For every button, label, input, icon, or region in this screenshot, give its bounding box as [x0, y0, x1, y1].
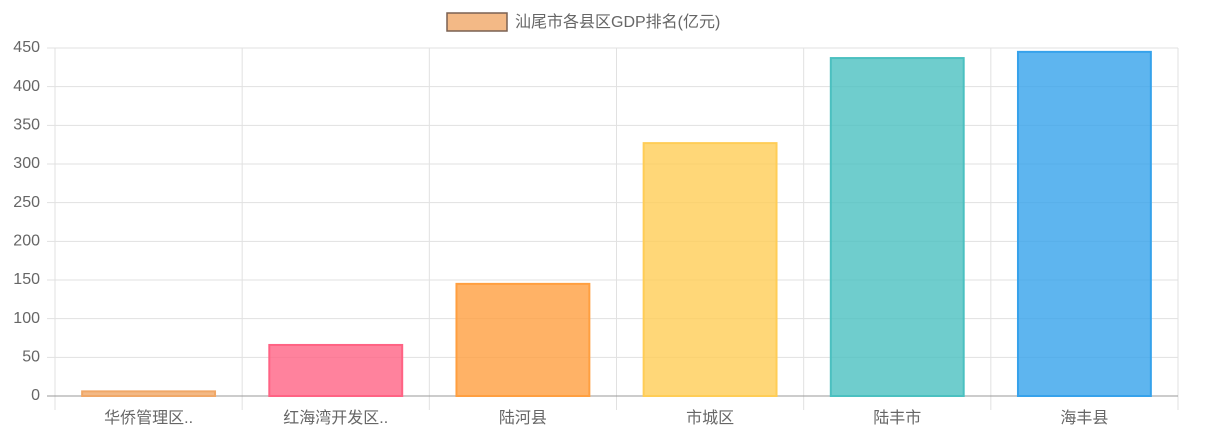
- bar: [455, 282, 591, 397]
- legend-swatch: [446, 12, 508, 32]
- x-tick-label: 陆河县: [499, 409, 547, 427]
- x-tick-label: 市城区: [686, 409, 734, 427]
- bar: [268, 343, 404, 397]
- y-tick-label: 100: [13, 310, 40, 327]
- y-tick-label: 400: [13, 78, 40, 95]
- y-tick-label: 300: [13, 155, 40, 172]
- bar: [1016, 50, 1152, 397]
- y-tick-label: 350: [13, 117, 40, 134]
- bar: [642, 142, 778, 397]
- x-tick-label: 陆丰市: [873, 409, 921, 427]
- y-tick-label: 150: [13, 271, 40, 288]
- y-tick-label: 250: [13, 194, 40, 211]
- y-tick-label: 50: [22, 349, 40, 366]
- y-tick-label: 450: [13, 39, 40, 56]
- x-tick-label: 华侨管理区..: [104, 409, 193, 427]
- y-tick-label: 200: [13, 233, 40, 250]
- legend-label: 汕尾市各县区GDP排名(亿元): [515, 13, 720, 31]
- x-tick-label: 海丰县: [1060, 409, 1108, 427]
- y-tick-label: 0: [31, 387, 40, 404]
- bar: [81, 390, 217, 397]
- x-tick-label: 红海湾开发区..: [283, 409, 388, 427]
- bar: [829, 57, 965, 397]
